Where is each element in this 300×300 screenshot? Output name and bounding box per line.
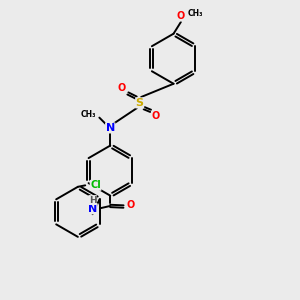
Text: CH₃: CH₃ — [188, 9, 203, 18]
Text: N: N — [106, 123, 115, 133]
Text: O: O — [127, 200, 135, 210]
Text: O: O — [152, 111, 160, 121]
Text: N: N — [88, 204, 97, 214]
Text: CH₃: CH₃ — [80, 110, 96, 119]
Text: O: O — [177, 11, 185, 21]
Text: H: H — [89, 196, 96, 205]
Text: O: O — [118, 83, 126, 93]
Text: Cl: Cl — [90, 180, 101, 190]
Text: S: S — [136, 98, 144, 108]
